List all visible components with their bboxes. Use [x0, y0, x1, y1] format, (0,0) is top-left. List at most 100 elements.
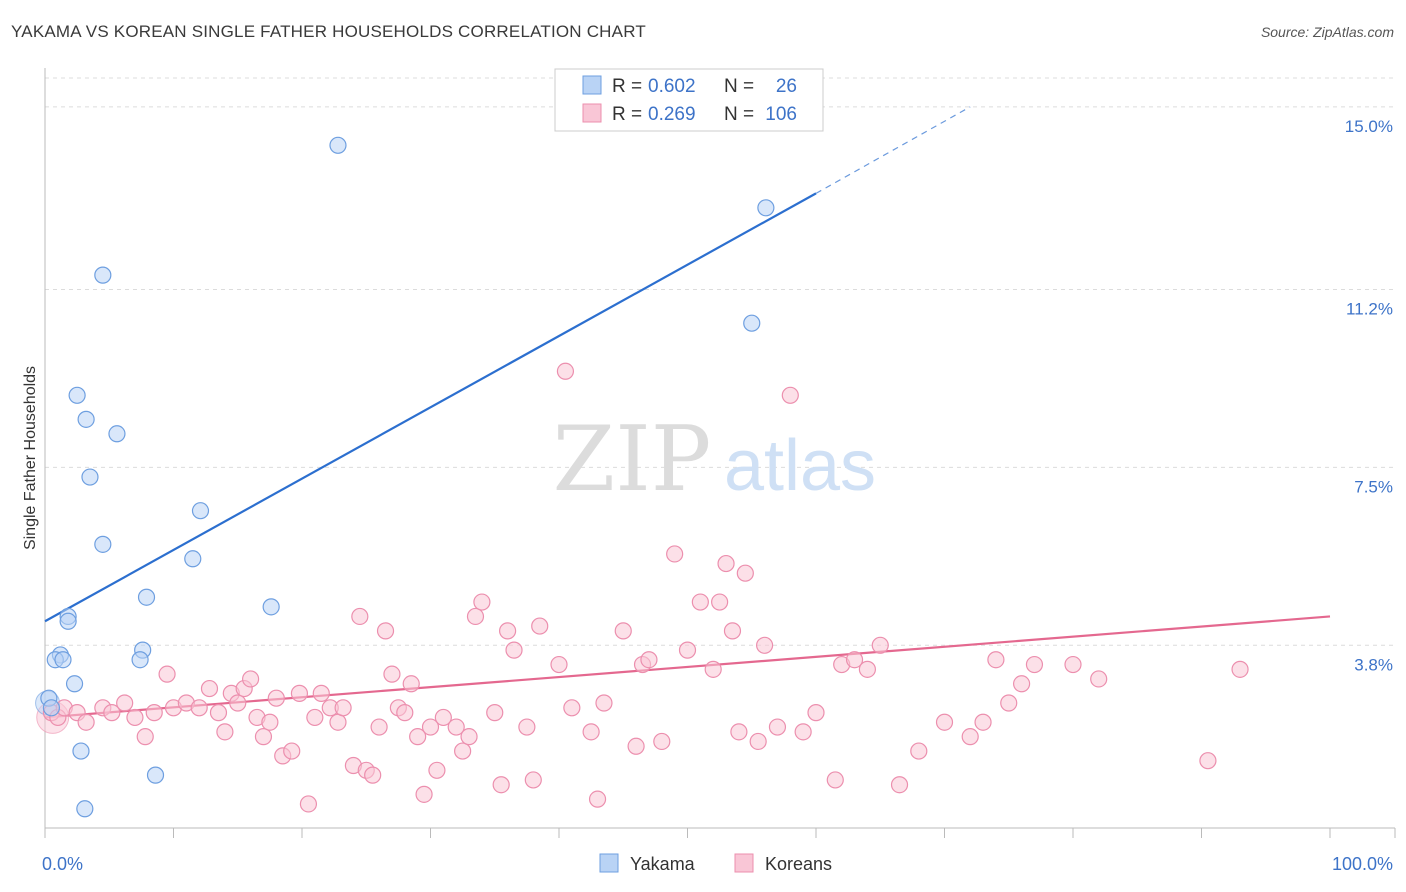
yakama-point	[137, 588, 156, 606]
korean-point	[858, 660, 877, 678]
korean-point	[717, 554, 735, 573]
trend-lines	[44, 106, 1331, 719]
korean-point	[627, 737, 645, 755]
legend-swatch-koreans	[734, 853, 754, 873]
korean-point	[434, 708, 452, 727]
korean-point	[428, 761, 446, 779]
korean-point	[77, 713, 95, 731]
korean-point	[229, 694, 247, 712]
korean-point	[421, 718, 440, 736]
x-tick-label: 100.0%	[1332, 854, 1393, 874]
yakama-point	[42, 699, 61, 717]
legend-r-value: 0.269	[648, 104, 696, 125]
korean-point	[550, 655, 568, 674]
korean-point	[334, 699, 352, 717]
korean-point	[614, 622, 632, 640]
korean-point	[209, 704, 228, 722]
korean-point	[447, 718, 465, 736]
korean-point	[329, 713, 347, 731]
y-tick-label: 3.8%	[1354, 655, 1393, 674]
korean-point	[383, 665, 401, 683]
korean-point	[563, 699, 581, 717]
korean-point	[116, 694, 134, 712]
yakama-point	[76, 800, 94, 818]
watermark: ZIP atlas	[553, 407, 876, 512]
korean-point	[466, 607, 485, 626]
korean-point	[987, 651, 1005, 669]
tick-labels: 3.8% 7.5% 11.2% 15.0% 0.0% 100.0%	[42, 117, 1393, 874]
korean-point	[290, 684, 309, 702]
korean-point	[871, 636, 889, 654]
korean-point	[299, 795, 318, 813]
korean-point	[1064, 655, 1082, 674]
legend-swatch-yakama	[582, 75, 602, 95]
legend-r-label: R =	[612, 76, 642, 97]
korean-point	[531, 617, 549, 635]
yakama-point	[743, 314, 761, 332]
korean-point	[351, 607, 369, 626]
yakama-trend-extension	[815, 106, 971, 194]
korean-point	[653, 732, 671, 751]
yakama-point	[72, 742, 90, 760]
korean-point	[200, 679, 219, 698]
legend-label-koreans: Koreans	[765, 854, 832, 874]
y-tick-label: 11.2%	[1346, 300, 1393, 319]
legend-n-value: 106	[765, 104, 797, 125]
korean-point	[1231, 660, 1249, 678]
korean-point	[126, 708, 144, 727]
korean-point	[454, 742, 472, 760]
korean-point	[1000, 694, 1018, 712]
korean-point	[283, 742, 301, 760]
legend-n-label: N =	[724, 76, 754, 97]
yakama-point	[108, 425, 126, 443]
legend-n-label: N =	[724, 104, 754, 125]
korean-point	[409, 728, 427, 746]
yakama-point	[757, 199, 775, 217]
axes	[44, 68, 1396, 838]
korean-point	[486, 704, 504, 722]
korean-point	[158, 665, 176, 683]
korean-point	[473, 593, 491, 611]
yakama-point	[65, 675, 84, 693]
korean-point	[1025, 655, 1044, 674]
korean-point	[402, 675, 420, 693]
korean-point	[890, 776, 909, 794]
korean-point	[582, 723, 600, 741]
yakama-point	[54, 651, 72, 669]
data-points	[35, 136, 1249, 818]
korean-point	[755, 636, 774, 654]
korean-point	[1199, 752, 1217, 770]
korean-point	[1012, 675, 1031, 693]
yakama-point	[77, 410, 95, 428]
korean-point	[376, 622, 395, 640]
korean-point	[691, 593, 709, 611]
korean-point	[730, 723, 748, 741]
korean-point	[306, 708, 324, 727]
korean-point	[499, 622, 517, 640]
korean-point	[364, 766, 382, 784]
korean-point	[910, 742, 928, 760]
yakama-point	[94, 266, 112, 284]
x-tick-label: 0.0%	[42, 854, 83, 874]
korean-point	[312, 684, 330, 702]
yakama-point	[131, 651, 149, 669]
yakama-point	[146, 766, 165, 784]
yakama-point	[81, 468, 99, 486]
chart-title: YAKAMA VS KOREAN SINGLE FATHER HOUSEHOLD…	[11, 22, 646, 41]
korean-point	[190, 699, 208, 717]
korean-point	[103, 704, 121, 722]
korean-point	[396, 704, 414, 722]
korean-point	[492, 776, 510, 794]
yakama-trend-line	[44, 192, 817, 623]
legend-r-label: R =	[612, 104, 642, 125]
korean-point	[242, 670, 260, 688]
watermark-atlas: atlas	[724, 426, 876, 506]
korean-point	[961, 728, 979, 746]
korean-point	[974, 713, 992, 731]
yakama-point	[329, 136, 347, 154]
korean-trend-line	[44, 615, 1331, 719]
yakama-point	[94, 535, 112, 553]
korean-point	[935, 713, 954, 731]
correlation-legend: R = 0.602 N = 26 R = 0.269 N = 106	[554, 68, 824, 132]
korean-point	[370, 718, 388, 736]
